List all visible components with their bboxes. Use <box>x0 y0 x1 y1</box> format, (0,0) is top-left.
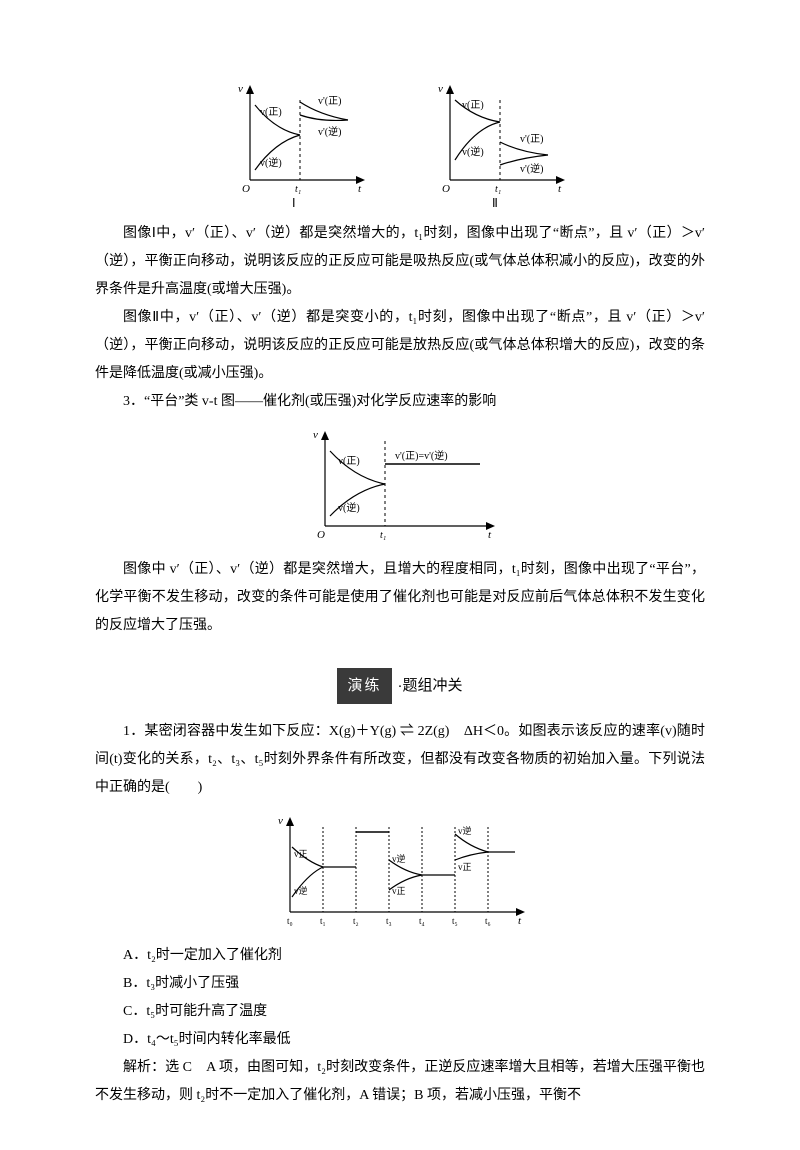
paragraph-2: 图像Ⅱ中，v′（正）、v′（逆）都是突变小的，t₁时刻，图像中出现了“断点”，且… <box>95 304 705 388</box>
heading-3: 3．“平台”类 v­-t 图——催化剂(或压强)对化学反应速率的影响 <box>95 388 705 416</box>
svg-text:v正: v正 <box>392 886 406 896</box>
question-figure: v t t₀ t₁ t₂ t₃ t₄ t₅ t₆ v正 v逆 <box>95 812 705 932</box>
banner-tail: ·题组冲关 <box>398 671 463 701</box>
svg-text:t₂: t₂ <box>353 916 359 926</box>
svg-text:t₃: t₃ <box>386 916 392 926</box>
option-c: C．t₅时可能升高了温度 <box>95 998 705 1026</box>
svg-text:v: v <box>438 83 443 95</box>
svg-text:v: v <box>278 815 283 827</box>
svg-text:t₁: t₁ <box>295 184 301 195</box>
section-banner: 演练 ·题组冲关 <box>95 668 705 704</box>
top-figure-row: v t O t₁ v(正) v(逆) v'(正) v'(逆) Ⅰ <box>95 80 705 210</box>
svg-text:t₄: t₄ <box>419 916 425 926</box>
svg-text:v正: v正 <box>458 862 472 872</box>
svg-text:t₆: t₆ <box>485 916 491 926</box>
svg-text:Ⅰ: Ⅰ <box>292 196 296 210</box>
chart-3-svg: v t O t₁ v(正) v(逆) v'(正)=v'(逆) <box>300 426 500 546</box>
svg-text:v(逆): v(逆) <box>338 501 360 514</box>
svg-text:v正: v正 <box>294 849 308 859</box>
svg-text:O: O <box>242 183 250 195</box>
figure-2: v t O t₁ v(正) v(逆) v'(正) v'(逆) Ⅱ <box>430 80 570 210</box>
svg-text:v逆: v逆 <box>294 885 308 896</box>
svg-text:t: t <box>558 183 562 195</box>
chart-2-svg: v t O t₁ v(正) v(逆) v'(正) v'(逆) Ⅱ <box>430 80 570 210</box>
svg-text:Ⅱ: Ⅱ <box>492 196 498 210</box>
svg-text:v: v <box>238 83 243 95</box>
q1-stem: 1．某密闭容器中发生如下反应：X(g)＋Y(g) ⇌ 2Z(g) ΔH＜0。如图… <box>95 718 705 802</box>
svg-text:v: v <box>313 429 318 441</box>
svg-text:v'(逆): v'(逆) <box>318 125 341 138</box>
svg-text:v'(正)=v'(逆): v'(正)=v'(逆) <box>395 449 448 462</box>
banner-box: 演练 <box>337 668 391 704</box>
figure-1: v t O t₁ v(正) v(逆) v'(正) v'(逆) Ⅰ <box>230 80 370 210</box>
middle-figure: v t O t₁ v(正) v(逆) v'(正)=v'(逆) <box>95 426 705 546</box>
option-a: A．t₂时一定加入了催化剂 <box>95 942 705 970</box>
svg-text:t: t <box>518 915 522 927</box>
svg-text:v(逆): v(逆) <box>260 156 282 169</box>
svg-text:v'(正): v'(正) <box>318 96 341 107</box>
svg-text:O: O <box>317 529 325 541</box>
svg-text:t: t <box>488 529 492 541</box>
svg-text:t₀: t₀ <box>287 916 293 926</box>
svg-text:v逆: v逆 <box>392 853 406 864</box>
option-b: B．t₃时减小了压强 <box>95 970 705 998</box>
paragraph-1: 图像Ⅰ中，v′（正）、v′（逆）都是突然增大的，t₁时刻，图像中出现了“断点”，… <box>95 220 705 304</box>
svg-text:t₁: t₁ <box>380 530 386 541</box>
option-d: D．t₄～t₅时间内转化率最低 <box>95 1026 705 1054</box>
svg-text:t: t <box>358 183 362 195</box>
svg-text:t₁: t₁ <box>320 916 326 926</box>
svg-text:v(逆): v(逆) <box>462 145 484 158</box>
explanation: 解析：选 C A 项，由图可知，t₂时刻改变条件，正逆反应速率增大且相等，若增大… <box>95 1054 705 1110</box>
chart-q-svg: v t t₀ t₁ t₂ t₃ t₄ t₅ t₆ v正 v逆 <box>270 812 530 932</box>
svg-text:v'(正): v'(正) <box>520 134 543 145</box>
svg-text:v'(逆): v'(逆) <box>520 162 543 175</box>
paragraph-3: 图像中 v′（正）、v′（逆）都是突然增大，且增大的程度相同，t₁时刻，图像中出… <box>95 556 705 640</box>
svg-text:t₁: t₁ <box>495 184 501 195</box>
svg-text:v(正): v(正) <box>462 100 484 111</box>
svg-text:v(正): v(正) <box>260 107 282 118</box>
svg-text:O: O <box>442 183 450 195</box>
svg-text:v(正): v(正) <box>338 456 360 467</box>
svg-text:v逆: v逆 <box>458 825 472 836</box>
svg-text:t₅: t₅ <box>452 916 458 926</box>
chart-1-svg: v t O t₁ v(正) v(逆) v'(正) v'(逆) Ⅰ <box>230 80 370 210</box>
